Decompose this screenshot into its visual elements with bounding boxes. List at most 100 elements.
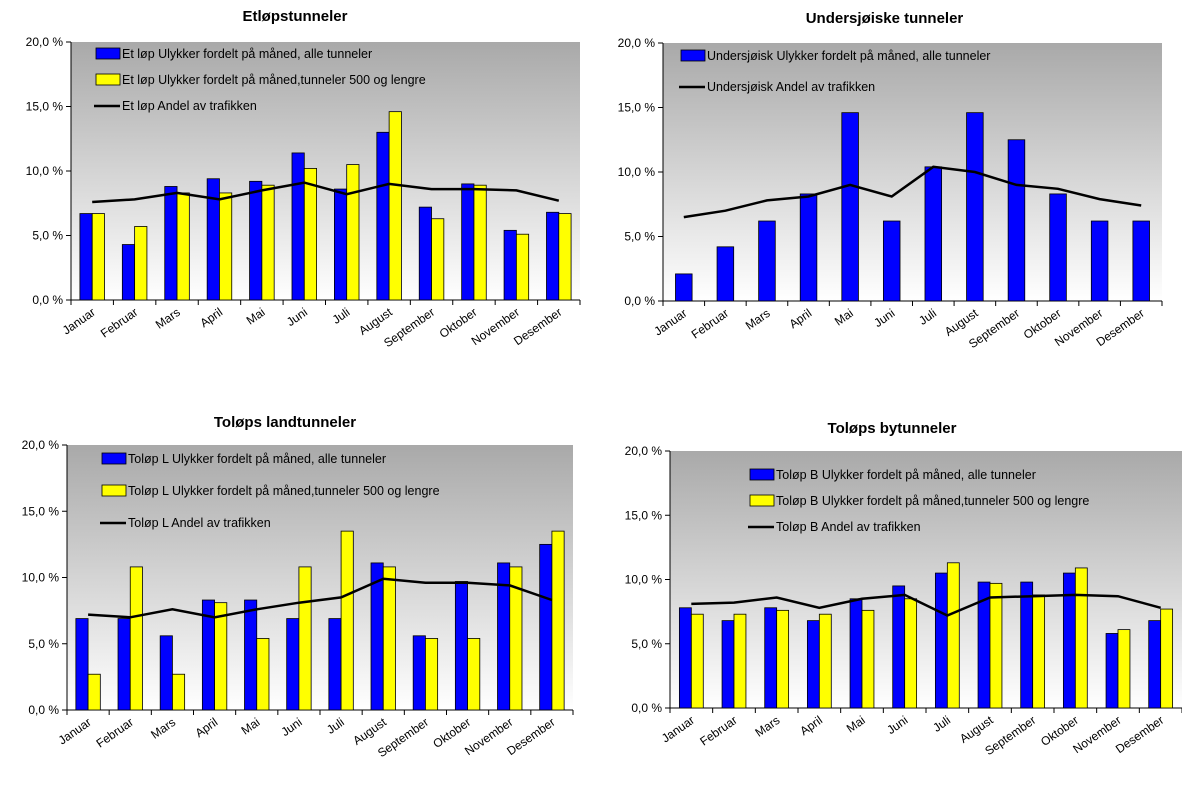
bar <box>721 620 735 709</box>
chart-panel-tolop-land: Toløps landtunneler 0,0 % 5,0 % 10,0 % 15,0… <box>0 400 590 785</box>
bar <box>473 184 487 301</box>
x-tick-label: April <box>787 306 815 331</box>
x-tick-label: April <box>197 305 225 330</box>
legend-label: Toløp L Ulykker fordelt på måned,tunnele… <box>128 484 440 498</box>
bar <box>91 213 105 301</box>
bar <box>551 530 565 711</box>
bar <box>454 581 468 711</box>
chart-title: Toløps landtunneler <box>213 414 357 431</box>
x-tick-label: Februar <box>98 305 140 341</box>
x-tick-label: Juni <box>884 713 910 737</box>
bar <box>303 168 317 301</box>
x-tick-label: Desember <box>504 715 557 758</box>
bar <box>219 192 233 301</box>
x-tick-label: Januar <box>659 713 697 746</box>
bar <box>1007 139 1026 302</box>
bar <box>1032 594 1046 709</box>
bar <box>1160 608 1174 709</box>
bar <box>87 673 101 711</box>
legend-label: Undersjøisk Andel av trafikken <box>707 80 875 94</box>
bar <box>1020 581 1034 709</box>
x-tick-label: Mars <box>148 715 178 742</box>
bar <box>818 613 832 709</box>
y-tick-label: 5,0 % <box>624 230 655 244</box>
bar <box>882 220 901 302</box>
plot-area <box>67 445 573 710</box>
series-line <box>92 181 560 204</box>
bar <box>924 166 943 302</box>
chart-title: Undersjøiske tunneler <box>805 10 964 27</box>
x-tick-label: Juni <box>284 305 310 329</box>
legend-label: Toløp L Andel av trafikken <box>128 516 271 530</box>
bar <box>509 566 523 711</box>
bar <box>249 180 263 301</box>
chart-svg-undersjoisk: 0,0 % 5,0 % 10,0 % 15,0 % 20,0 % Januar Februa… <box>618 36 1163 351</box>
y-tick-label: 10,0 % <box>618 165 656 179</box>
bar <box>776 609 790 709</box>
bar <box>129 566 143 711</box>
bar <box>1148 620 1162 709</box>
bar <box>904 598 918 709</box>
y-tick-label: 10,0 % <box>625 573 663 587</box>
legend-label: Toløp L Ulykker fordelt på måned, alle t… <box>128 452 386 466</box>
bar <box>1049 193 1067 302</box>
chart-panel-etlop: Etløpstunneler 0,0 % 5,0 % 10,0 % 15,0 % 20,… <box>0 0 590 392</box>
chart-title: Toløps bytunneler <box>827 420 957 437</box>
bar <box>376 131 390 301</box>
bar <box>1074 567 1088 709</box>
bar <box>503 229 517 301</box>
series-line <box>691 593 1162 617</box>
plot-area <box>663 43 1162 301</box>
bar <box>1132 220 1150 302</box>
bar <box>799 193 818 302</box>
x-tick-label: Mars <box>153 305 183 332</box>
series-line <box>683 165 1142 219</box>
bar <box>159 635 173 711</box>
legend-swatch <box>749 494 775 507</box>
bar <box>515 233 530 301</box>
bar <box>539 543 553 711</box>
bar <box>946 562 960 709</box>
bar <box>244 599 258 711</box>
x-tick-label: Mai <box>844 713 868 736</box>
y-tick-label: 0,0 % <box>32 293 63 307</box>
x-tick-label: Juni <box>279 715 305 739</box>
bar <box>256 638 270 711</box>
x-tick-label: Mars <box>753 713 783 740</box>
x-tick-label: Juli <box>324 715 347 737</box>
bar <box>134 226 148 301</box>
bar <box>121 244 136 301</box>
bar <box>328 618 342 711</box>
bar <box>431 218 445 301</box>
plot-area <box>71 42 580 300</box>
y-tick-label: 0,0 % <box>28 703 59 717</box>
bar <box>733 613 747 709</box>
x-tick-label: Februar <box>94 715 136 751</box>
x-tick-label: Juli <box>330 305 353 327</box>
y-tick-label: 20,0 % <box>22 438 60 452</box>
x-tick-label: Juli <box>916 306 939 328</box>
y-tick-label: 15,0 % <box>625 508 663 522</box>
series-line <box>88 577 553 619</box>
chart-panel-tolop-by: Toløps bytunneler 0,0 % 5,0 % 10,0 % 15,0 %… <box>592 400 1182 785</box>
bar <box>164 186 178 301</box>
bar <box>286 618 300 711</box>
bar <box>558 213 572 301</box>
legend-swatch <box>749 468 775 481</box>
bar <box>176 192 190 301</box>
legend-label: Undersjøisk Ulykker fordelt på måned, al… <box>707 49 990 63</box>
chart-title: Etløpstunneler <box>242 8 348 25</box>
bar <box>758 220 776 302</box>
x-tick-label: April <box>193 715 221 740</box>
x-tick-label: Januar <box>651 306 689 339</box>
bar <box>934 572 948 709</box>
legend-swatch <box>95 73 121 86</box>
plot-area <box>670 451 1182 708</box>
y-tick-label: 20,0 % <box>625 444 663 458</box>
bar <box>214 602 228 711</box>
legend-label: Et løp Ulykker fordelt på måned,tunneler… <box>122 73 426 87</box>
bar <box>291 152 305 301</box>
bar <box>861 609 875 709</box>
x-tick-label: Mai <box>239 715 263 738</box>
y-tick-label: 20,0 % <box>26 35 64 49</box>
